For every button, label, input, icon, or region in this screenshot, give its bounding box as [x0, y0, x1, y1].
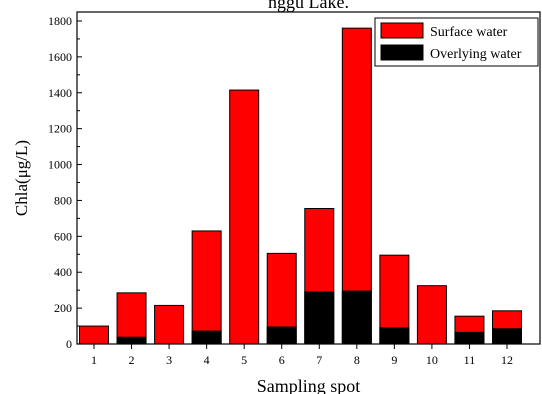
x-tick-label-3: 3: [166, 353, 172, 367]
x-tick-label-9: 9: [391, 353, 397, 367]
bar-surface-2: [116, 292, 147, 345]
y-tick-label-1000: 1000: [48, 158, 72, 172]
y-tick-label-800: 800: [54, 193, 72, 207]
bar-overlying-9: [379, 327, 410, 345]
x-tick-label-5: 5: [241, 353, 247, 367]
bar-surface-10: [416, 285, 447, 345]
y-axis-title: Chla(μg/L): [12, 140, 31, 216]
bar-overlying-11: [454, 331, 485, 345]
x-tick-label-12: 12: [501, 353, 513, 367]
y-tick-label-200: 200: [54, 301, 72, 315]
x-tick-label-10: 10: [426, 353, 438, 367]
y-tick-label-1400: 1400: [48, 86, 72, 100]
y-tick-label-0: 0: [66, 337, 72, 351]
x-tick-label-6: 6: [279, 353, 285, 367]
bar-overlying-6: [266, 326, 297, 345]
x-tick-label-8: 8: [354, 353, 360, 367]
y-tick-label-600: 600: [54, 229, 72, 243]
x-tick-label-1: 1: [91, 353, 97, 367]
bar-overlying-8: [341, 290, 372, 345]
x-tick-label-4: 4: [204, 353, 210, 367]
x-tick-label-11: 11: [464, 353, 476, 367]
bar-overlying-12: [492, 328, 522, 345]
plot-frame: [76, 11, 541, 345]
x-tick-label-2: 2: [129, 353, 135, 367]
y-tick-label-400: 400: [54, 265, 72, 279]
bar-surface-5: [229, 89, 260, 345]
y-tick-label-1800: 1800: [48, 14, 72, 28]
bar-surface-1: [79, 325, 109, 345]
bar-overlying-2: [116, 336, 147, 345]
plot-area: [79, 27, 522, 345]
legend-label-1: Overlying water: [430, 47, 522, 62]
legend-label-0: Surface water: [430, 25, 508, 40]
bar-overlying-4: [191, 330, 222, 345]
x-axis-title: Sampling spot: [257, 376, 361, 394]
legend: Surface water Overlying water: [374, 17, 539, 67]
y-tick-label-1200: 1200: [48, 122, 72, 136]
bar-overlying-7: [304, 291, 335, 345]
y-tick-label-1600: 1600: [48, 50, 72, 64]
legend-swatch-0: [380, 22, 424, 39]
top-caption-text: nggu Lake.: [268, 0, 349, 12]
legend-swatch-1: [380, 44, 424, 61]
x-tick-label-7: 7: [316, 353, 322, 367]
bar-surface-3: [154, 304, 185, 345]
bar-surface-4: [191, 230, 222, 345]
